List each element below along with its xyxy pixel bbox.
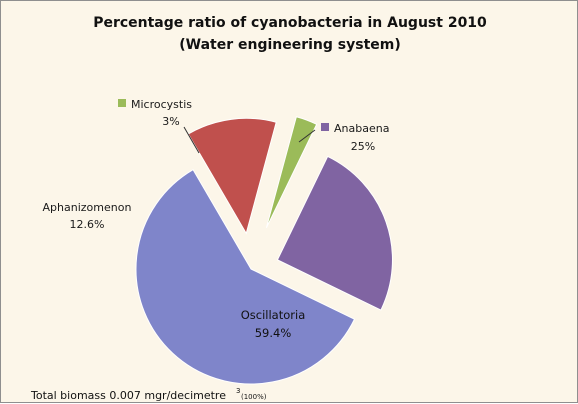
footnote-percentage: (100%) (241, 393, 267, 401)
label-oscillatoria-name: Oscillatoria (241, 308, 306, 322)
footnote-superscript: 3 (236, 387, 240, 395)
label-anabaena-value: 25% (351, 140, 375, 153)
label-microcystis-value: 3% (162, 115, 179, 128)
pie-slice-anabaena (276, 155, 393, 311)
anabaena-marker (321, 123, 329, 131)
label-aphanizomenon-value: 12.6% (70, 218, 105, 231)
pie-slice-aphanizomenon (187, 117, 277, 235)
label-aphanizomenon-name: Aphanizomenon (43, 201, 132, 214)
pie-slice-oscillatoria (135, 168, 356, 385)
chart-title-line1: Percentage ratio of cyanobacteria in Aug… (93, 15, 487, 31)
chart-title-line2: (Water engineering system) (179, 37, 401, 53)
microcystis-marker (118, 99, 126, 107)
label-microcystis-name: Microcystis (131, 98, 192, 111)
pie-slices (135, 116, 393, 385)
label-anabaena-name: Anabaena (334, 122, 389, 135)
label-oscillatoria-value: 59.4% (255, 326, 292, 340)
footnote-total-biomass: Total biomass 0.007 mgr/decimetre (30, 389, 226, 402)
anabaena-leader-line (298, 129, 316, 143)
microcystis-leader-line (183, 126, 200, 154)
pie-slice-microcystis (265, 116, 318, 229)
